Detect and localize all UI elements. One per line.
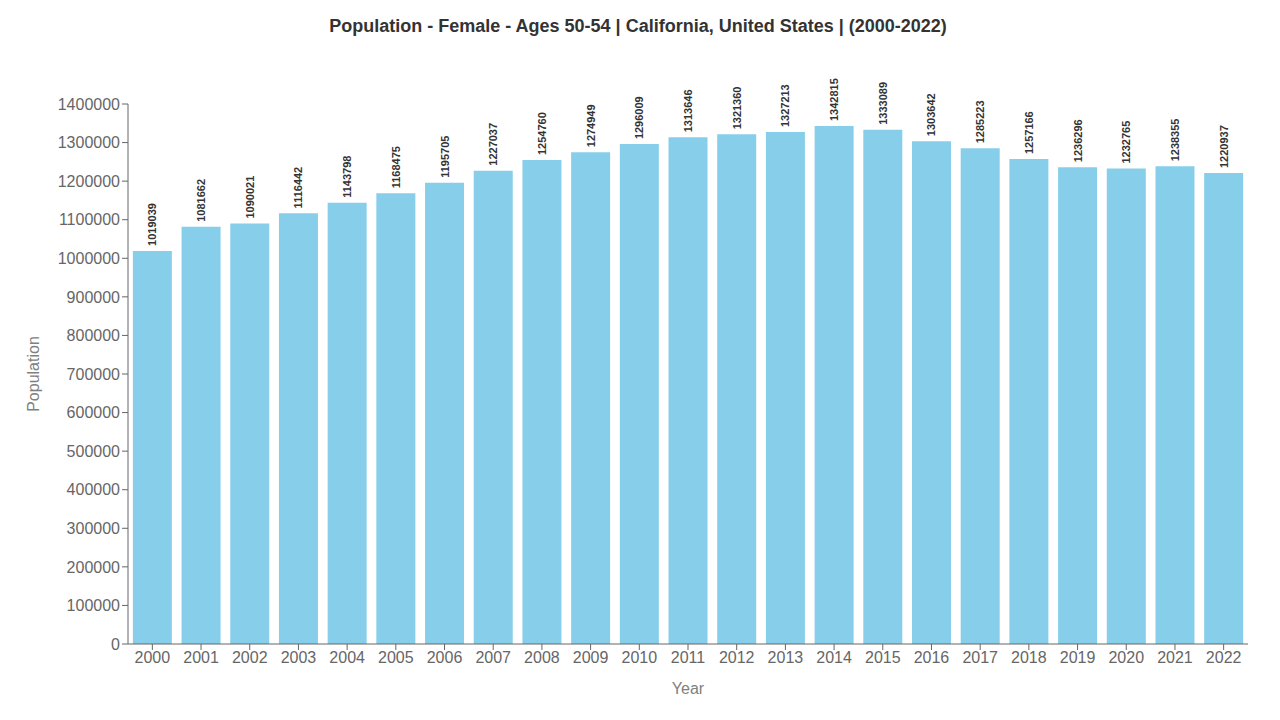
svg-text:2005: 2005 — [378, 649, 414, 666]
svg-text:200000: 200000 — [67, 559, 120, 576]
svg-text:1321360: 1321360 — [731, 87, 743, 130]
svg-text:1274949: 1274949 — [585, 104, 597, 147]
svg-text:1200000: 1200000 — [58, 173, 120, 190]
svg-text:2014: 2014 — [816, 649, 852, 666]
svg-text:1327213: 1327213 — [779, 84, 791, 127]
svg-text:2006: 2006 — [427, 649, 463, 666]
svg-text:500000: 500000 — [67, 443, 120, 460]
svg-text:2007: 2007 — [475, 649, 511, 666]
svg-text:1342815: 1342815 — [828, 78, 840, 121]
svg-text:1285223: 1285223 — [974, 100, 986, 143]
svg-text:2003: 2003 — [281, 649, 317, 666]
svg-text:1019039: 1019039 — [146, 203, 158, 246]
svg-text:1168475: 1168475 — [390, 146, 402, 188]
svg-text:1236296: 1236296 — [1072, 119, 1084, 162]
svg-text:0: 0 — [111, 636, 120, 653]
svg-text:Population: Population — [25, 336, 42, 412]
svg-text:1100000: 1100000 — [59, 211, 120, 228]
svg-text:1300000: 1300000 — [58, 134, 120, 151]
svg-text:1333089: 1333089 — [877, 82, 889, 125]
svg-text:2019: 2019 — [1060, 649, 1096, 666]
svg-text:800000: 800000 — [67, 327, 120, 344]
svg-text:1116442: 1116442 — [292, 167, 304, 209]
svg-text:2018: 2018 — [1011, 649, 1047, 666]
svg-text:2004: 2004 — [329, 649, 365, 666]
html-text:Population - Female - Ages 50-: Population - Female - Ages 50-54 | Calif… — [329, 16, 947, 36]
svg-text:1254760: 1254760 — [536, 112, 548, 155]
svg-text:1400000: 1400000 — [58, 96, 120, 113]
svg-text:1195705: 1195705 — [439, 136, 451, 178]
svg-text:2002: 2002 — [232, 649, 268, 666]
svg-text:2011: 2011 — [671, 649, 706, 666]
svg-text:1090021: 1090021 — [244, 176, 256, 219]
svg-text:2010: 2010 — [622, 649, 658, 666]
svg-text:1296009: 1296009 — [633, 96, 645, 139]
svg-text:1303642: 1303642 — [926, 93, 938, 136]
svg-text:400000: 400000 — [67, 481, 120, 498]
svg-text:2017: 2017 — [962, 649, 998, 666]
svg-text:2001: 2001 — [183, 649, 219, 666]
svg-text:900000: 900000 — [67, 289, 120, 306]
svg-text:2020: 2020 — [1108, 649, 1144, 666]
svg-text:2009: 2009 — [573, 649, 609, 666]
svg-text:1232765: 1232765 — [1120, 121, 1132, 164]
svg-text:700000: 700000 — [67, 366, 120, 383]
svg-text:1313646: 1313646 — [682, 89, 694, 132]
svg-text:1257166: 1257166 — [1023, 111, 1035, 154]
svg-text:2008: 2008 — [524, 649, 560, 666]
svg-text:1081662: 1081662 — [195, 179, 207, 222]
svg-text:2015: 2015 — [865, 649, 901, 666]
svg-text:1220937: 1220937 — [1218, 125, 1230, 168]
svg-text:2000: 2000 — [135, 649, 171, 666]
svg-text:2012: 2012 — [719, 649, 755, 666]
svg-text:1143798: 1143798 — [341, 156, 353, 198]
svg-text:Year: Year — [672, 680, 705, 697]
svg-text:600000: 600000 — [67, 404, 120, 421]
svg-text:2021: 2021 — [1157, 649, 1193, 666]
svg-text:2013: 2013 — [768, 649, 804, 666]
svg-text:1000000: 1000000 — [58, 250, 120, 267]
svg-text:2016: 2016 — [914, 649, 950, 666]
svg-text:1238355: 1238355 — [1169, 119, 1181, 162]
svg-text:2022: 2022 — [1206, 649, 1242, 666]
svg-text:1227037: 1227037 — [487, 123, 499, 166]
svg-text:100000: 100000 — [67, 597, 120, 614]
svg-text:300000: 300000 — [67, 520, 120, 537]
